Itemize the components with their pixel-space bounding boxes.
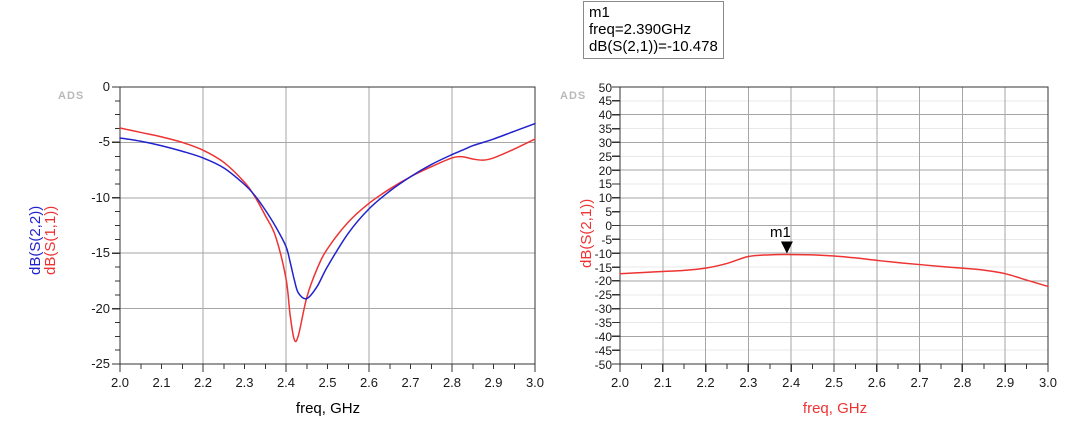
left-plot-x-tick-label: 2.1 bbox=[152, 375, 171, 390]
right-plot-x-tick-label: 2.0 bbox=[610, 375, 630, 390]
left-plot-y-tick-label: -10 bbox=[91, 189, 110, 205]
right-plot-y-tick-label: 25 bbox=[598, 149, 612, 164]
right-plot-x-tick-label: 2.7 bbox=[910, 375, 929, 390]
right-plot-y-tick-label: 5 bbox=[605, 205, 612, 220]
left-plot-x-tick-label: 2.9 bbox=[484, 375, 503, 390]
right-plot-y-tick-label: 45 bbox=[598, 94, 612, 109]
right-plot-x-tick-label: 2.8 bbox=[953, 375, 972, 390]
marker-annotation-box: m1 freq=2.390GHz dB(S(2,1))=-10.478 bbox=[583, 1, 724, 59]
right-plot-y-tick-label: 20 bbox=[598, 163, 612, 178]
right-plot-x-tick-label: 2.6 bbox=[867, 375, 886, 390]
left-plot-x-tick-label: 2.3 bbox=[235, 375, 254, 390]
left-plot-svg bbox=[112, 86, 536, 372]
right-plot-x-tick-label: 2.2 bbox=[696, 375, 715, 390]
right-plot-x-tick-label: 2.1 bbox=[653, 375, 672, 390]
right-plot-y-tick-label: -45 bbox=[594, 343, 612, 358]
marker-freq: freq=2.390GHz bbox=[589, 21, 692, 38]
left-plot-y-tick-label: 0 bbox=[102, 79, 110, 94]
marker-value: dB(S(2,1))=-10.478 bbox=[589, 38, 718, 55]
left-y-axis-title-red: dB(S(1,1)) bbox=[42, 205, 59, 275]
right-plot-x-tick-label: 2.4 bbox=[782, 375, 801, 390]
right-plot-y-tick-label: -25 bbox=[594, 288, 612, 303]
right-plot-y-tick-label: 40 bbox=[598, 108, 612, 123]
right-plot-y-tick-label: 0 bbox=[605, 219, 612, 233]
right-plot-y-tick-label: -30 bbox=[594, 302, 612, 317]
right-marker-m1-label: m1 bbox=[770, 224, 791, 241]
right-plot-x-tick-label: 3.0 bbox=[1038, 375, 1058, 390]
left-plot-x-tick-label: 2.4 bbox=[276, 375, 296, 390]
left-plot-x-tick-label: 3.0 bbox=[525, 375, 545, 390]
marker-name: m1 bbox=[589, 4, 610, 21]
left-plot-y-tick-label: -5 bbox=[98, 134, 110, 150]
left-x-axis-title: freq, GHz bbox=[295, 400, 361, 417]
right-plot-y-tick-label: 30 bbox=[598, 135, 612, 150]
left-plot-y-tick-label: -25 bbox=[91, 356, 110, 371]
ads-watermark-right: ADS bbox=[560, 90, 587, 102]
right-plot-y-tick-label: -5 bbox=[601, 232, 612, 247]
right-plot-y-tick-label: 15 bbox=[598, 177, 612, 192]
left-plot-y-tick-label: -15 bbox=[91, 245, 110, 261]
right-plot-y-tick-label: -20 bbox=[594, 274, 612, 289]
right-y-axis-title-red: dB(S(2,1)) bbox=[578, 198, 595, 268]
right-plot-y-tick-label: -40 bbox=[594, 329, 612, 344]
left-plot-x-tick-label: 2.0 bbox=[110, 375, 130, 390]
ads-watermark-left: ADS bbox=[58, 90, 85, 102]
left-plot-panel: ADS dB(S(2,2)) dB(S(1,1)) freq, GHz 0 -5-… bbox=[27, 79, 545, 417]
left-plot-x-tick-label: 2.8 bbox=[442, 375, 462, 390]
right-plot-y-tick-label: -10 bbox=[594, 246, 612, 261]
right-plot-x-tick-label: 2.3 bbox=[739, 375, 758, 390]
right-plot-y-tick-label: -15 bbox=[594, 260, 612, 275]
right-plot-y-tick-label: -35 bbox=[594, 315, 612, 330]
right-plot-y-tick-label: 50 bbox=[598, 80, 612, 95]
right-plot-x-tick-label: 2.9 bbox=[996, 375, 1015, 390]
right-plot-y-tick-label: 35 bbox=[598, 122, 612, 137]
right-x-axis-title: freq, GHz bbox=[802, 400, 868, 417]
right-plot-x-tick-label: 2.5 bbox=[824, 375, 844, 390]
left-plot-x-tick-label: 2.7 bbox=[401, 375, 420, 390]
left-plot-x-tick-label: 2.6 bbox=[359, 375, 379, 390]
right-plot-y-tick-label: -50 bbox=[594, 357, 612, 372]
left-plot-y-tick-label: -20 bbox=[91, 300, 110, 316]
left-plot-x-tick-label: 2.2 bbox=[193, 375, 213, 390]
left-plot-x-tick-label: 2.5 bbox=[318, 375, 337, 390]
right-plot-y-tick-label: 10 bbox=[598, 191, 612, 206]
